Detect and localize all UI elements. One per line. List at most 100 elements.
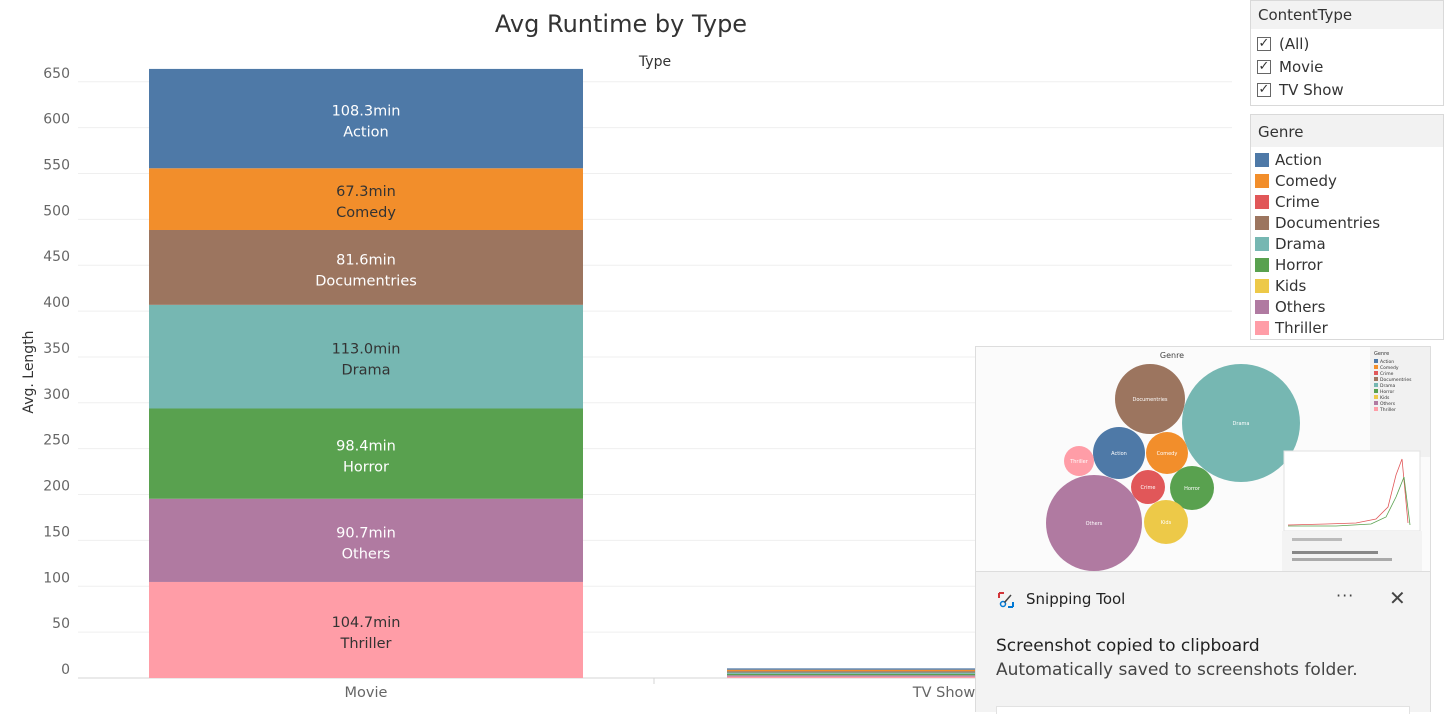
- genre-legend: Genre Action Comedy Crime Documentries Drama…: [1250, 114, 1444, 340]
- preview-legend-swatch: [1374, 395, 1378, 399]
- legend-item[interactable]: Others: [1251, 296, 1443, 317]
- legend-item[interactable]: Thriller: [1251, 317, 1443, 338]
- bar-segment-comedy-movie[interactable]: [149, 168, 583, 230]
- legend-label: Drama: [1275, 234, 1326, 253]
- preview-legend-label: Drama: [1380, 383, 1395, 389]
- preview-legend-swatch: [1374, 377, 1378, 381]
- x-category-label: TV Show: [912, 685, 976, 701]
- y-tick-label: 450: [43, 249, 70, 265]
- legend-item[interactable]: Comedy: [1251, 170, 1443, 191]
- chart-title: Avg Runtime by Type: [495, 10, 747, 38]
- segment-value-label: 104.7min: [332, 615, 401, 631]
- preview-legend-swatch: [1374, 359, 1378, 363]
- segment-value-label: 108.3min: [332, 104, 401, 120]
- bar-segment-documentries-movie[interactable]: [149, 229, 583, 305]
- y-tick-label: 200: [43, 479, 70, 495]
- screenshot-preview-thumbnail[interactable]: Genre Drama Documentries Others Action Comed…: [975, 346, 1431, 572]
- preview-legend-label: Documentries: [1380, 377, 1412, 383]
- filter-option-label: Movie: [1279, 57, 1324, 76]
- preview-legend-swatch: [1374, 389, 1378, 393]
- segment-genre-label: Thriller: [340, 636, 392, 652]
- preview-bubble-label: Drama: [1233, 421, 1250, 427]
- segment-genre-label: Drama: [341, 363, 390, 379]
- y-tick-label: 150: [43, 524, 70, 540]
- preview-mini-chart: [1283, 450, 1421, 532]
- bar-segment-horror-tv-show[interactable]: [727, 673, 977, 676]
- bar-segment-drama-movie[interactable]: [149, 304, 583, 409]
- bar-segment-action-tv-show[interactable]: [727, 668, 977, 670]
- checkbox-icon[interactable]: ✓: [1257, 58, 1271, 74]
- segment-value-label: 98.4min: [336, 439, 396, 455]
- legend-label: Horror: [1275, 255, 1323, 274]
- y-tick-label: 650: [43, 66, 70, 82]
- legend-swatch: [1255, 299, 1269, 314]
- legend-item[interactable]: Kids: [1251, 275, 1443, 296]
- preview-legend-label: Action: [1380, 359, 1394, 365]
- preview-bubble-label: Kids: [1161, 520, 1172, 526]
- preview-legend-label: Kids: [1380, 395, 1390, 401]
- segment-value-label: 113.0min: [332, 342, 401, 358]
- segment-genre-label: Comedy: [336, 205, 396, 221]
- legend-item[interactable]: Documentries: [1251, 212, 1443, 233]
- preview-mini-line: [1288, 476, 1411, 527]
- y-axis-title: Avg. Length: [21, 330, 37, 413]
- snipping-tool-notification[interactable]: Snipping Tool ··· ✕ Screenshot copied to…: [975, 572, 1431, 714]
- segment-genre-label: Horror: [343, 460, 389, 476]
- legend-item[interactable]: Crime: [1251, 191, 1443, 212]
- legend-label: Comedy: [1275, 171, 1337, 190]
- preview-legend-swatch: [1374, 401, 1378, 405]
- filter-option[interactable]: ✓ TV Show: [1251, 78, 1443, 101]
- close-icon[interactable]: ✕: [1389, 586, 1406, 610]
- y-tick-label: 300: [43, 387, 70, 403]
- legend-item[interactable]: Drama: [1251, 233, 1443, 254]
- preview-legend-label: Thriller: [1379, 407, 1396, 413]
- bar-segment-others-tv-show[interactable]: [727, 675, 977, 677]
- preview-mini-toast-text: [1292, 558, 1392, 561]
- preview-legend-panel: [1370, 347, 1430, 457]
- y-tick-label: 550: [43, 157, 70, 173]
- toast-action-area[interactable]: [996, 706, 1410, 714]
- bar-segment-others-movie[interactable]: [149, 498, 583, 582]
- bar-segment-drama-tv-show[interactable]: [727, 672, 977, 674]
- legend-label: Crime: [1275, 192, 1320, 211]
- preview-bubble-label: Documentries: [1132, 397, 1167, 403]
- preview-legend-label: Horror: [1380, 389, 1394, 395]
- preview-bubble: [1115, 364, 1185, 434]
- checkbox-icon[interactable]: ✓: [1257, 35, 1271, 51]
- segment-value-label: 90.7min: [336, 525, 396, 541]
- legend-label: Others: [1275, 297, 1326, 316]
- segment-genre-label: Action: [343, 125, 388, 141]
- preview-bubble: [1093, 427, 1145, 479]
- toast-body: Automatically saved to screenshots folde…: [996, 660, 1358, 680]
- bar-segment-thriller-movie[interactable]: [149, 581, 583, 678]
- bar-segment-comedy-tv-show[interactable]: [727, 669, 977, 672]
- filter-option[interactable]: ✓ Movie: [1251, 55, 1443, 78]
- preview-bubble: [1144, 500, 1188, 544]
- bar-segment-thriller-tv-show[interactable]: [727, 676, 977, 678]
- preview-legend-label: Others: [1380, 401, 1396, 407]
- legend-label: Kids: [1275, 276, 1307, 295]
- filter-option[interactable]: ✓ (All): [1251, 32, 1443, 55]
- preview-bubble: [1131, 470, 1165, 504]
- legend-item[interactable]: Horror: [1251, 254, 1443, 275]
- legend-item[interactable]: Action: [1251, 149, 1443, 170]
- segment-value-label: 81.6min: [336, 252, 396, 268]
- bar-segment-horror-movie[interactable]: [149, 408, 583, 499]
- toast-app-name: Snipping Tool: [1026, 590, 1126, 608]
- preview-legend-label: Crime: [1380, 371, 1394, 377]
- filter-title: ContentType: [1251, 1, 1443, 29]
- preview-bubble-label: Thriller: [1069, 459, 1089, 465]
- checkbox-icon[interactable]: ✓: [1257, 81, 1271, 97]
- preview-legend-swatch: [1374, 383, 1378, 387]
- bar-segment-documentries-tv-show[interactable]: [727, 671, 977, 673]
- y-tick-label: 350: [43, 341, 70, 357]
- snipping-tool-icon: [998, 592, 1014, 608]
- bar-segment-action-movie[interactable]: [149, 68, 583, 169]
- preview-legend-swatch: [1374, 407, 1378, 411]
- more-options-button[interactable]: ···: [1336, 586, 1355, 605]
- preview-bubble-label: Horror: [1184, 486, 1201, 492]
- legend-swatch: [1255, 278, 1269, 293]
- preview-bubble-label: Action: [1111, 451, 1127, 457]
